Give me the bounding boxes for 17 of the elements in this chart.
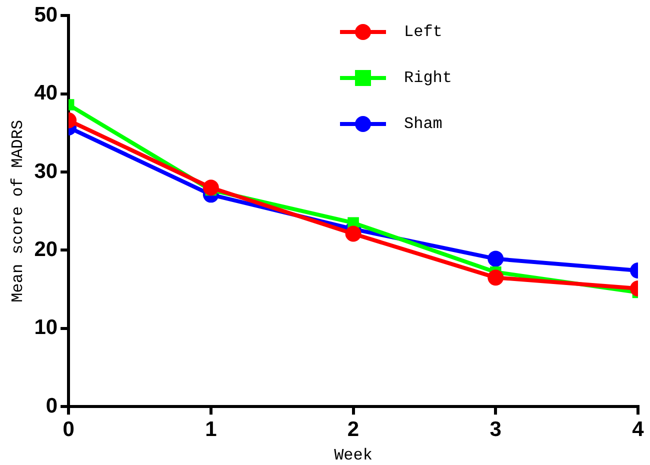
x-axis-title: Week bbox=[334, 446, 372, 465]
x-tick-label: 4 bbox=[632, 418, 644, 441]
y-tick-label: 30 bbox=[34, 160, 58, 183]
point bbox=[345, 226, 362, 242]
y-tick-label: 40 bbox=[34, 82, 58, 105]
y-tick-label: 20 bbox=[34, 238, 58, 261]
x-tick-label: 2 bbox=[347, 418, 360, 441]
y-tick-label: 10 bbox=[34, 316, 58, 340]
legend-label: Left bbox=[404, 23, 442, 41]
x-tick-label: 3 bbox=[490, 418, 502, 441]
y-tick-label: 0 bbox=[46, 394, 58, 418]
x-tick-label: 0 bbox=[62, 418, 74, 441]
legend-label: Sham bbox=[404, 115, 442, 133]
legend-label: Right bbox=[404, 69, 452, 87]
y-axis-title: Mean score of MADRS bbox=[8, 120, 27, 302]
x-tick-label: 1 bbox=[205, 418, 218, 441]
y-tick-label: 50 bbox=[34, 3, 58, 26]
